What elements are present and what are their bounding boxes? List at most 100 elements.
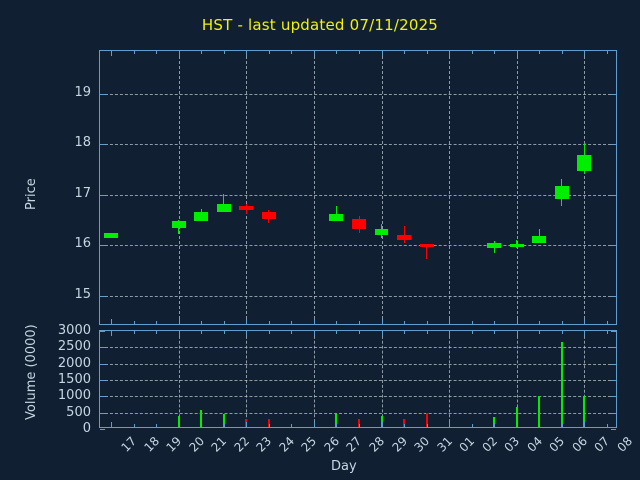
volume-axis-tick-top <box>133 331 135 334</box>
candle-body <box>171 221 186 228</box>
price-axis-tick-top <box>178 51 180 56</box>
candle-body <box>532 236 547 243</box>
price-axis-tick-top <box>381 51 383 56</box>
price-axis-tick-top <box>494 51 496 54</box>
candle-body <box>419 244 434 248</box>
volume-gridline-vertical <box>584 331 586 427</box>
price-axis-tick <box>100 194 105 196</box>
price-axis-tick-top <box>313 51 315 56</box>
volume-axis-tick <box>611 331 616 332</box>
price-axis-tick-bottom <box>561 321 563 324</box>
volume-axis-tick <box>100 331 105 332</box>
candle-wick <box>516 240 518 248</box>
x-axis-label: 28 <box>366 434 388 455</box>
price-axis-tick-top <box>426 51 428 54</box>
price-gridline <box>100 144 616 146</box>
candle-body <box>374 229 389 236</box>
price-axis-tick-bottom <box>246 319 248 324</box>
volume-axis-tick <box>611 429 616 430</box>
volume-axis-label: 0 <box>82 421 91 436</box>
volume-gridline-vertical <box>313 331 315 427</box>
volume-gridline <box>100 396 616 398</box>
x-axis-label: 08 <box>614 434 635 455</box>
volume-axis-tick-bottom <box>359 424 360 427</box>
candle-body <box>397 235 411 241</box>
volume-axis-label: 1000 <box>57 388 91 404</box>
volume-gridline-vertical <box>449 331 451 427</box>
price-axis-tick-bottom <box>313 319 315 324</box>
price-axis-tick-top <box>291 51 293 54</box>
volume-axis-tick-bottom <box>268 424 270 427</box>
volume-axis-tick <box>100 363 105 365</box>
volume-axis-tick <box>100 396 105 398</box>
price-axis-tick-top <box>223 51 225 54</box>
x-axis-label: 18 <box>141 434 162 455</box>
volume-axis-tick-top <box>313 331 315 336</box>
price-axis-tick-bottom <box>223 321 225 324</box>
price-axis-tick-bottom <box>404 321 406 324</box>
x-axis-label: 27 <box>343 434 365 455</box>
volume-axis-tick-top <box>336 331 338 334</box>
volume-gridline-vertical <box>178 331 180 427</box>
price-gridline <box>100 93 616 95</box>
price-axis-label: 19 <box>74 84 91 100</box>
volume-axis-tick-bottom <box>561 424 563 427</box>
volume-axis-tick-bottom <box>156 424 158 427</box>
volume-axis-tick-bottom <box>291 424 293 427</box>
price-axis-tick-top <box>246 51 248 56</box>
x-axis-label: 29 <box>388 434 410 455</box>
volume-gridline <box>100 347 616 349</box>
price-gridline-vertical <box>381 51 383 324</box>
x-axis-label: 03 <box>501 434 523 455</box>
price-axis-tick-bottom <box>516 319 518 324</box>
price-axis-tick-top <box>471 51 473 54</box>
price-axis-tick-bottom <box>494 321 496 324</box>
x-axis-label: 06 <box>569 434 590 455</box>
volume-gridline-vertical <box>381 331 383 427</box>
price-gridline-vertical <box>313 51 315 324</box>
candle-body <box>104 232 119 238</box>
volume-axis-tick <box>100 347 105 349</box>
price-axis-tick-bottom <box>584 319 586 324</box>
price-axis-label: 16 <box>74 236 91 252</box>
price-gridline <box>100 194 616 196</box>
price-axis-tick <box>611 93 616 95</box>
volume-bar <box>403 418 406 427</box>
volume-axis-tick <box>611 380 616 381</box>
price-axis-tick-top <box>584 51 586 56</box>
volume-axis-tick-top <box>381 331 383 336</box>
page-title: HST - last updated 07/11/2025 <box>201 16 439 34</box>
price-axis-tick-bottom <box>156 321 158 324</box>
volume-plot-area <box>99 330 617 430</box>
volume-gridline-vertical <box>516 331 518 427</box>
x-axis-label: 21 <box>208 434 230 455</box>
volume-axis-label: 2500 <box>57 339 91 355</box>
volume-axis-tick-top <box>516 331 518 336</box>
price-axis-tick <box>611 295 616 297</box>
volume-bar <box>425 412 428 427</box>
volume-axis-label: 1500 <box>57 372 91 387</box>
volume-bar <box>335 413 338 427</box>
candle-body <box>216 203 231 213</box>
volume-axis-tick-bottom <box>449 422 451 427</box>
volume-axis-tick-bottom <box>133 424 135 427</box>
price-axis-tick-bottom <box>359 321 360 324</box>
volume-axis-tick-bottom <box>471 424 473 427</box>
x-axis-label: 20 <box>186 434 207 455</box>
volume-axis-tick-bottom <box>313 422 315 427</box>
price-axis-tick-top <box>201 51 203 54</box>
price-axis-tick-top <box>449 51 451 56</box>
volume-axis-tick <box>611 412 616 414</box>
volume-axis-label: 2000 <box>57 355 91 371</box>
volume-axis-tick-bottom <box>606 424 608 427</box>
price-axis-tick <box>611 194 616 196</box>
candle-body <box>352 219 366 230</box>
volume-axis-tick-top <box>449 331 451 336</box>
volume-axis-tick-bottom <box>426 424 428 427</box>
volume-axis-tick-top <box>359 331 360 334</box>
x-axis-label: 02 <box>479 434 500 455</box>
volume-axis-tick-top <box>471 331 473 334</box>
candle-wick <box>335 205 337 222</box>
price-axis-tick-bottom <box>111 319 113 324</box>
volume-gridline <box>100 412 616 414</box>
